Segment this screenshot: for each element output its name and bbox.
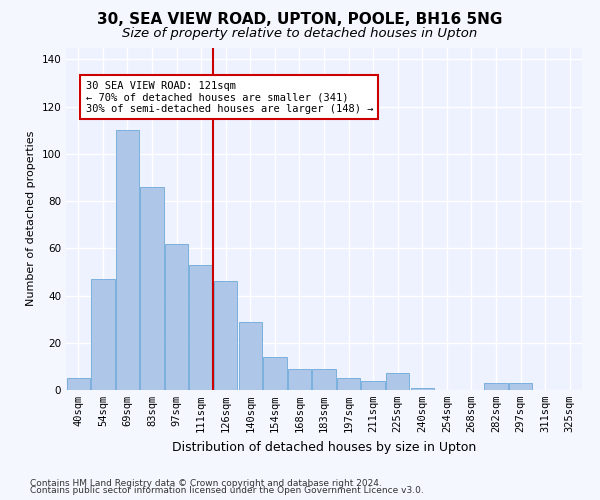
X-axis label: Distribution of detached houses by size in Upton: Distribution of detached houses by size … bbox=[172, 440, 476, 454]
Text: Contains HM Land Registry data © Crown copyright and database right 2024.: Contains HM Land Registry data © Crown c… bbox=[30, 478, 382, 488]
Bar bbox=[361, 380, 385, 390]
Text: Size of property relative to detached houses in Upton: Size of property relative to detached ho… bbox=[122, 28, 478, 40]
Bar bbox=[337, 378, 360, 390]
Text: 30 SEA VIEW ROAD: 121sqm
← 70% of detached houses are smaller (341)
30% of semi-: 30 SEA VIEW ROAD: 121sqm ← 70% of detach… bbox=[86, 80, 373, 114]
Bar bbox=[484, 383, 508, 390]
Bar bbox=[140, 187, 164, 390]
Bar bbox=[386, 374, 409, 390]
Bar bbox=[263, 357, 287, 390]
Bar bbox=[509, 383, 532, 390]
Bar bbox=[313, 368, 335, 390]
Bar bbox=[214, 282, 238, 390]
Bar bbox=[239, 322, 262, 390]
Bar bbox=[67, 378, 90, 390]
Text: 30, SEA VIEW ROAD, UPTON, POOLE, BH16 5NG: 30, SEA VIEW ROAD, UPTON, POOLE, BH16 5N… bbox=[97, 12, 503, 28]
Bar bbox=[288, 368, 311, 390]
Y-axis label: Number of detached properties: Number of detached properties bbox=[26, 131, 36, 306]
Bar bbox=[190, 265, 213, 390]
Text: Contains public sector information licensed under the Open Government Licence v3: Contains public sector information licen… bbox=[30, 486, 424, 495]
Bar bbox=[410, 388, 434, 390]
Bar bbox=[165, 244, 188, 390]
Bar bbox=[91, 279, 115, 390]
Bar bbox=[116, 130, 139, 390]
